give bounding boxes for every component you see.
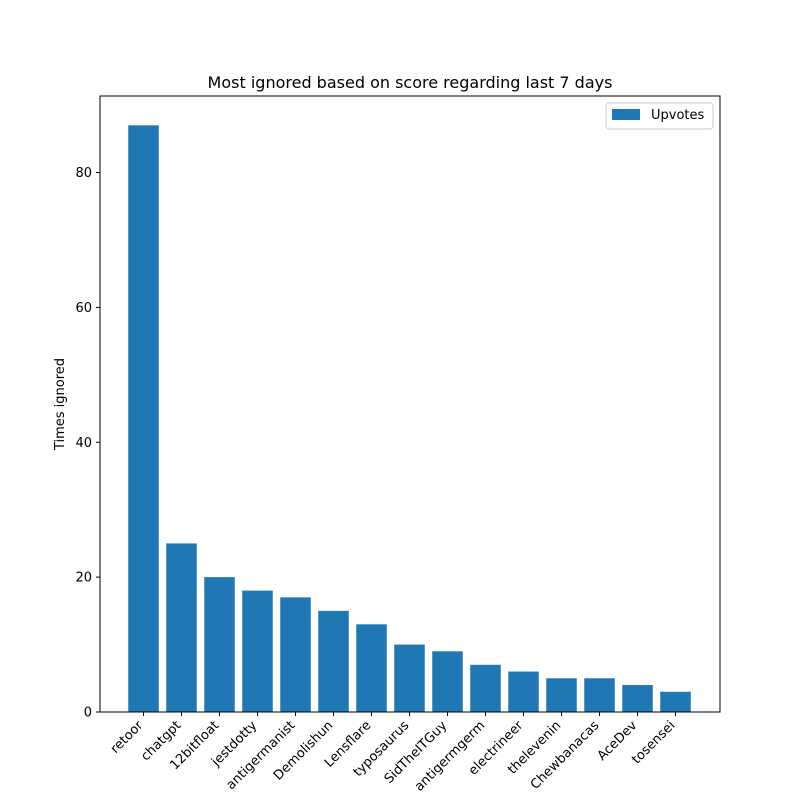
y-tick-label: 20 [75, 571, 92, 586]
bar-lensflare [356, 624, 387, 712]
bar-thelevenin [546, 678, 577, 712]
bar-typosaurus [394, 644, 425, 712]
bar-chewbanacas [584, 678, 615, 712]
legend-swatch [612, 109, 640, 120]
y-tick-label: 40 [75, 436, 92, 451]
chart-title: Most ignored based on score regarding la… [208, 73, 613, 92]
legend-label: Upvotes [651, 108, 705, 123]
legend: Upvotes [605, 102, 714, 130]
y-axis-label: Times ignored [53, 358, 68, 451]
bar-antigermgerm [470, 664, 501, 712]
bar-retoor [128, 125, 159, 712]
y-tick-label: 0 [84, 706, 92, 721]
bar-12bitfloat [204, 577, 235, 712]
bar-acedev [622, 685, 653, 712]
bar-jestdotty [242, 590, 273, 712]
bar-tosensei [660, 691, 691, 712]
y-axis-ticks: 0 20 40 60 80 [75, 166, 100, 721]
bar-antigermanist [280, 597, 311, 712]
plot-frame [99, 95, 721, 713]
bar-demolishun [318, 610, 349, 712]
y-tick-label: 60 [75, 301, 92, 316]
bar-chatgpt [166, 543, 197, 712]
y-tick-label: 80 [75, 166, 92, 181]
bars-group [128, 125, 691, 712]
bar-sidtheitguy [432, 651, 463, 712]
bar-electrineer [508, 671, 539, 712]
